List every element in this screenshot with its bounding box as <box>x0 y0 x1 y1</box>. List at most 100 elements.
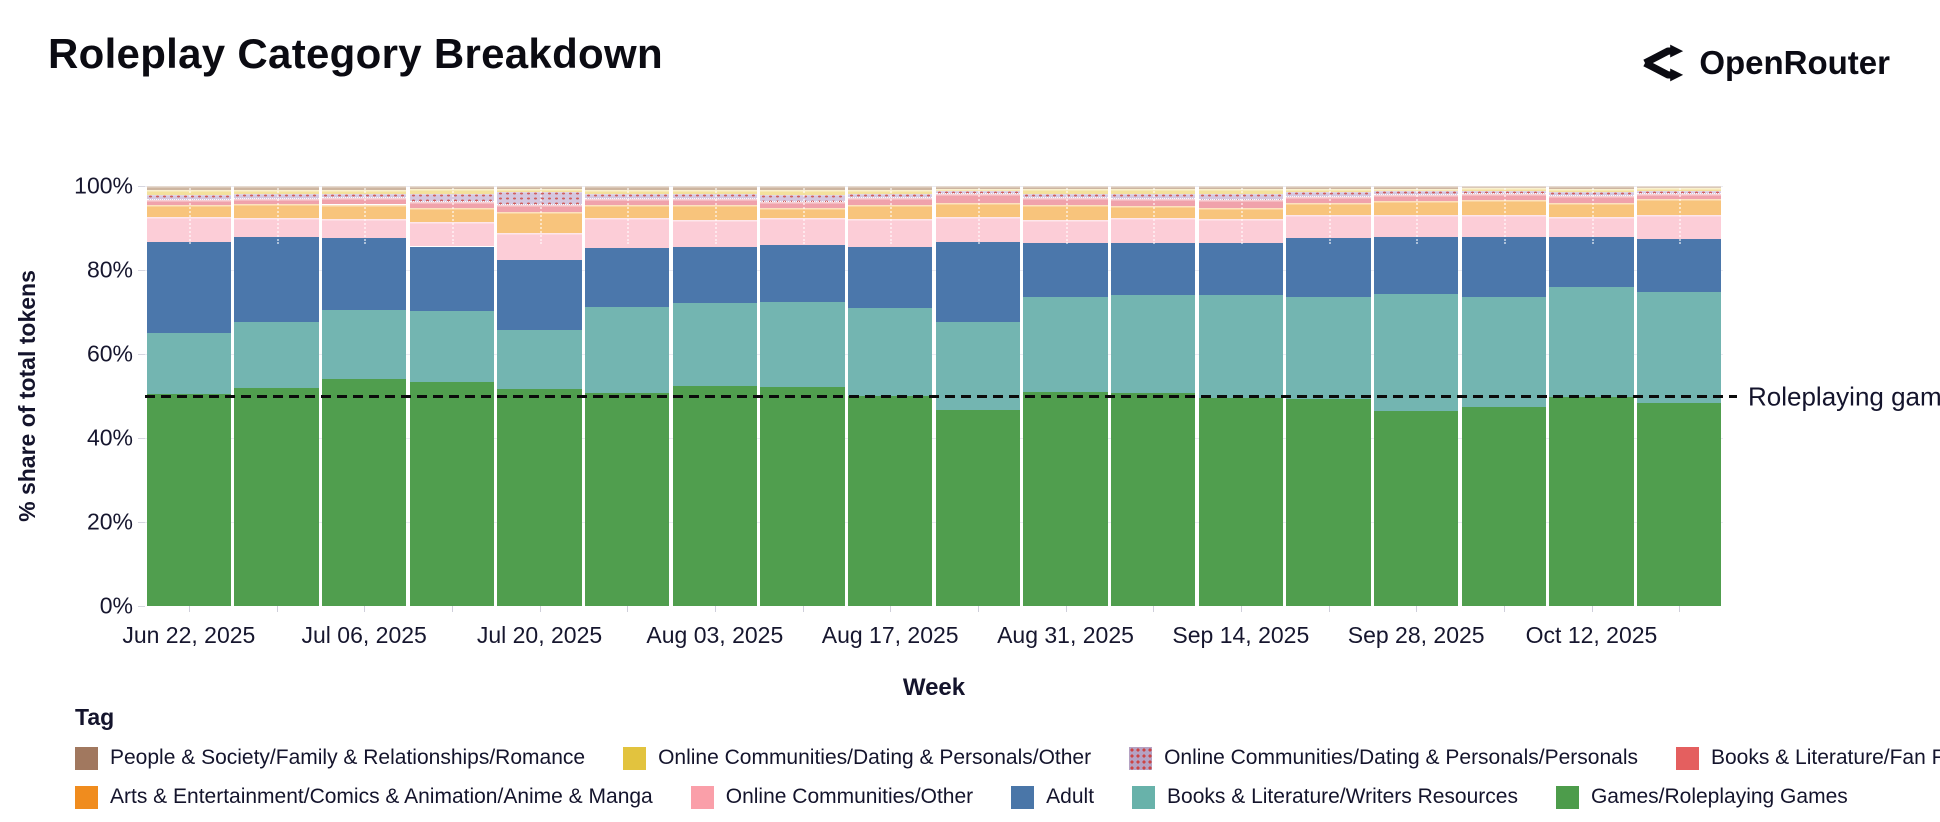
bar-segment[interactable] <box>1373 237 1459 294</box>
bar-segment[interactable] <box>234 321 319 389</box>
bar-segment[interactable] <box>234 218 319 238</box>
bar-segment[interactable] <box>1110 186 1196 190</box>
bar-segment[interactable] <box>1198 398 1284 606</box>
bar-segment[interactable] <box>760 208 845 219</box>
bar-segment[interactable] <box>1198 295 1284 399</box>
bar-segment[interactable] <box>321 379 407 606</box>
bar-segment[interactable] <box>321 310 407 380</box>
bar-segment[interactable] <box>321 186 407 190</box>
bar-segment[interactable] <box>1023 243 1108 297</box>
bar-segment[interactable] <box>847 186 933 190</box>
bar-segment[interactable] <box>1023 198 1108 205</box>
bar-segment[interactable] <box>497 204 582 213</box>
bar-segment[interactable] <box>584 248 670 307</box>
bar-segment[interactable] <box>1023 296 1108 392</box>
bar-segment[interactable] <box>497 330 582 390</box>
legend-item[interactable]: Games/Roleplaying Games <box>1555 785 1848 809</box>
bar-segment[interactable] <box>760 190 845 196</box>
bar-segment[interactable] <box>234 189 319 194</box>
legend-item[interactable]: Books & Literature/Writers Resources <box>1132 785 1518 809</box>
bar-segment[interactable] <box>1023 189 1108 194</box>
bar-segment[interactable] <box>1461 297 1547 408</box>
bar-segment[interactable] <box>409 246 495 312</box>
bar-segment[interactable] <box>847 246 933 309</box>
bar-segment[interactable] <box>1110 243 1196 296</box>
bar-segment[interactable] <box>1286 196 1371 203</box>
bar-segment[interactable] <box>1198 186 1284 190</box>
bar-segment[interactable] <box>146 393 232 606</box>
bar-segment[interactable] <box>1286 215 1371 239</box>
bar-segment[interactable] <box>1286 238 1371 297</box>
legend-item[interactable]: Adult <box>1011 785 1094 809</box>
bar-segment[interactable] <box>1636 402 1722 606</box>
bar-segment[interactable] <box>760 301 845 387</box>
bar-segment[interactable] <box>497 212 582 234</box>
bar-segment[interactable] <box>1549 188 1634 193</box>
bar-segment[interactable] <box>1023 204 1108 221</box>
legend-item[interactable]: Arts & Entertainment/Comics & Animation/… <box>75 785 653 809</box>
bar-segment[interactable] <box>1373 293 1459 411</box>
bar-segment[interactable] <box>1549 186 1634 189</box>
bar-segment[interactable] <box>1549 397 1634 606</box>
bar-segment[interactable] <box>1198 243 1284 296</box>
bar-segment[interactable] <box>1110 295 1196 394</box>
bar-segment[interactable] <box>935 241 1021 322</box>
bar-segment[interactable] <box>760 186 845 191</box>
bar-segment[interactable] <box>1023 220 1108 244</box>
bar-segment[interactable] <box>1373 410 1459 606</box>
bar-segment[interactable] <box>409 186 495 190</box>
bar-segment[interactable] <box>760 244 845 302</box>
bar-segment[interactable] <box>1110 393 1196 606</box>
bar-segment[interactable] <box>672 385 758 606</box>
bar-segment[interactable] <box>760 201 845 209</box>
bar-segment[interactable] <box>497 233 582 260</box>
bar-segment[interactable] <box>935 186 1021 189</box>
bar-segment[interactable] <box>760 218 845 245</box>
bar-segment[interactable] <box>1286 202 1371 215</box>
bar-segment[interactable] <box>234 204 319 219</box>
legend-item[interactable]: Online Communities/Dating & Personals/Pe… <box>1129 746 1638 770</box>
bar-segment[interactable] <box>1286 188 1371 193</box>
legend-item[interactable]: Online Communities/Dating & Personals/Ot… <box>623 746 1091 770</box>
bar-segment[interactable] <box>1549 202 1634 217</box>
bar-segment[interactable] <box>497 186 582 189</box>
bar-segment[interactable] <box>497 259 582 331</box>
bar-segment[interactable] <box>234 186 319 190</box>
bar-segment[interactable] <box>1461 186 1547 189</box>
bar-segment[interactable] <box>1549 196 1634 203</box>
bar-segment[interactable] <box>1549 236 1634 287</box>
bar-segment[interactable] <box>409 311 495 382</box>
bar-segment[interactable] <box>321 238 407 311</box>
bar-segment[interactable] <box>847 308 933 397</box>
legend-item[interactable]: Online Communities/Other <box>690 785 973 809</box>
bar-segment[interactable] <box>1286 296 1371 399</box>
bar-segment[interactable] <box>584 186 670 190</box>
bar-segment[interactable] <box>497 389 582 606</box>
bar-segment[interactable] <box>146 333 232 394</box>
bar-segment[interactable] <box>672 186 758 190</box>
bar-segment[interactable] <box>672 246 758 304</box>
bar-segment[interactable] <box>1549 216 1634 237</box>
legend-item[interactable]: Books & Literature/Fan Fiction <box>1675 746 1940 770</box>
bar-segment[interactable] <box>234 388 319 606</box>
bar-segment[interactable] <box>1636 291 1722 403</box>
bar-segment[interactable] <box>1286 398 1371 606</box>
bar-segment[interactable] <box>497 188 582 193</box>
legend-item[interactable]: People & Society/Family & Relationships/… <box>75 746 585 770</box>
bar-segment[interactable] <box>1373 186 1459 189</box>
bar-segment[interactable] <box>935 409 1021 606</box>
bar-segment[interactable] <box>1461 407 1547 606</box>
bar-segment[interactable] <box>234 237 319 322</box>
bar-segment[interactable] <box>847 396 933 606</box>
bar-segment[interactable] <box>1636 239 1722 292</box>
bar-segment[interactable] <box>584 306 670 393</box>
bar-segment[interactable] <box>672 303 758 386</box>
bar-segment[interactable] <box>146 186 232 190</box>
bar-segment[interactable] <box>584 392 670 606</box>
bar-segment[interactable] <box>1286 186 1371 189</box>
bar-segment[interactable] <box>1461 237 1547 298</box>
bar-segment[interactable] <box>1023 186 1108 190</box>
bar-segment[interactable] <box>409 381 495 606</box>
bar-segment[interactable] <box>1636 186 1722 189</box>
bar-segment[interactable] <box>497 190 582 205</box>
